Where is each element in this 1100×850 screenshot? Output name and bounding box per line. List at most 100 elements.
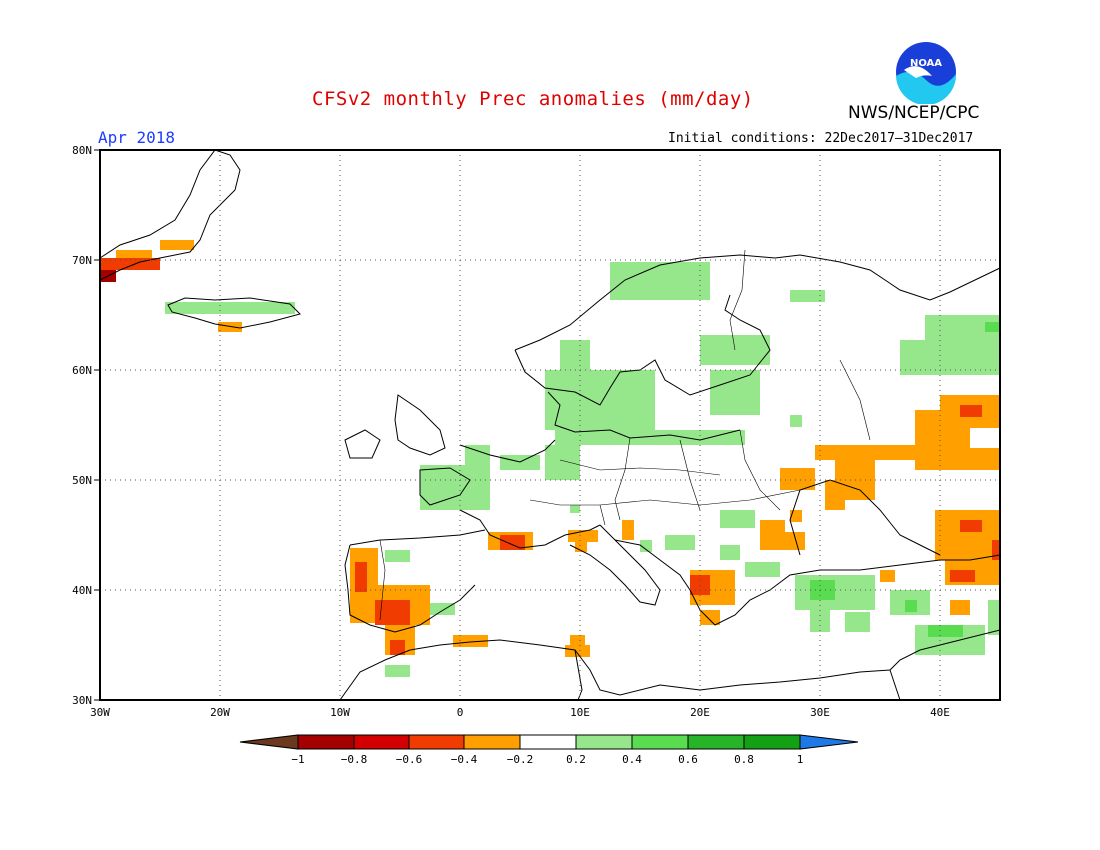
anomaly-cell: [950, 600, 970, 615]
colorbar-swatch: [353, 734, 410, 750]
anomaly-cell: [880, 570, 895, 582]
anomaly-cell: [355, 562, 367, 592]
anomaly-cell: [420, 465, 490, 510]
anomaly-cell: [790, 290, 825, 302]
anomaly-cell: [465, 445, 490, 465]
anomaly-cell: [453, 635, 488, 647]
lat-tick-marks: [94, 149, 100, 701]
lon-tick-label: 10W: [330, 706, 350, 719]
anomaly-cell: [720, 510, 755, 528]
anomaly-cell: [390, 640, 405, 655]
anomaly-cell: [790, 415, 802, 427]
anomaly-cell: [610, 262, 710, 300]
anomaly-cell: [165, 302, 295, 314]
lat-tick-label: 60N: [72, 364, 92, 377]
initial-conditions: Initial conditions: 22Dec2017–31Dec2017: [668, 131, 974, 146]
lon-tick-labels: 30W 20W 10W 0 10E 20E 30E 40E: [90, 706, 950, 719]
colorbar-swatch: [463, 734, 521, 750]
anomaly-cell: [116, 250, 152, 258]
anomaly-cell: [905, 600, 917, 612]
colorbar-swatch: [408, 734, 465, 750]
colorbar-label: 0.2: [566, 753, 586, 766]
lon-tick-label: 20E: [690, 706, 710, 719]
lat-tick-label: 50N: [72, 474, 92, 487]
colorbar-label: 1: [797, 753, 804, 766]
colorbar-swatch: [687, 734, 745, 750]
colorbar: −1 −0.8 −0.6 −0.4 −0.2 0.2 0.4 0.6 0.8 1: [239, 734, 859, 766]
graticule: [100, 150, 1000, 700]
anomaly-cell: [218, 322, 242, 332]
anomaly-cell: [790, 510, 802, 522]
logo-text: NOAA: [910, 58, 942, 69]
lon-tick-label: 20W: [210, 706, 230, 719]
anomaly-field: [100, 240, 1000, 677]
colorbar-label: −0.2: [507, 753, 534, 766]
colorbar-label: −0.6: [396, 753, 423, 766]
coastlines: [99, 149, 1001, 701]
anomaly-cell: [700, 610, 720, 625]
lon-tick-label: 0: [457, 706, 464, 719]
anomaly-cell: [935, 510, 1000, 560]
colorbar-swatch: [743, 734, 801, 750]
anomaly-cell: [555, 430, 745, 445]
colorbar-swatch: [575, 734, 633, 750]
colorbar-label: −1: [291, 753, 304, 766]
anomaly-cell: [950, 570, 975, 582]
anomaly-cell: [570, 505, 580, 513]
lat-tick-label: 80N: [72, 144, 92, 157]
colorbar-label: 0.8: [734, 753, 754, 766]
anomaly-cell: [640, 540, 652, 552]
forecast-month: Apr 2018: [98, 128, 176, 147]
anomaly-cell: [960, 405, 982, 417]
colorbar-label: −0.8: [341, 753, 368, 766]
anomaly-cell: [900, 340, 930, 375]
anomaly-cell: [575, 542, 587, 552]
anomaly-cell: [825, 480, 845, 510]
colorbar-label: 0.6: [678, 753, 698, 766]
lon-tick-label: 10E: [570, 706, 590, 719]
colorbar-arrow-high: [799, 734, 859, 750]
colorbar-label: 0.4: [622, 753, 642, 766]
anomaly-cell: [985, 322, 1000, 332]
agency-label: NWS/NCEP/CPC: [848, 103, 980, 123]
lat-tick-label: 70N: [72, 254, 92, 267]
anomaly-cell: [665, 535, 695, 550]
anomaly-cell: [970, 428, 1000, 448]
lat-tick-labels: 80N 70N 60N 50N 40N 30N: [72, 144, 92, 707]
anomaly-cell: [845, 612, 870, 632]
map-title: CFSv2 monthly Prec anomalies (mm/day): [312, 88, 754, 110]
anomaly-cell: [760, 532, 805, 550]
colorbar-arrow-low: [239, 734, 299, 750]
anomaly-cell: [992, 540, 1000, 565]
anomaly-cell: [570, 635, 585, 647]
anomaly-cell: [385, 550, 410, 562]
colorbar-swatch: [519, 734, 577, 750]
colorbar-label: −0.4: [451, 753, 478, 766]
lat-tick-label: 30N: [72, 694, 92, 707]
anomaly-cell: [385, 665, 410, 677]
lat-tick-label: 40N: [72, 584, 92, 597]
anomaly-cell: [160, 240, 194, 250]
anomaly-cell: [760, 520, 785, 535]
anomaly-cell: [622, 520, 634, 540]
anomaly-cell: [745, 562, 780, 577]
colorbar-swatch: [297, 734, 355, 750]
lon-tick-label: 30E: [810, 706, 830, 719]
noaa-logo-icon: NOAA: [896, 42, 957, 104]
anomaly-cell: [928, 625, 963, 637]
anomaly-cell: [545, 445, 580, 480]
anomaly-cell: [720, 545, 740, 560]
anomaly-cell: [430, 603, 455, 615]
anomaly-cell: [960, 520, 982, 532]
anomaly-cell: [988, 600, 1000, 635]
lon-tick-label: 40E: [930, 706, 950, 719]
anomaly-cell: [375, 600, 410, 625]
anomaly-cell: [565, 645, 590, 657]
colorbar-swatch: [631, 734, 689, 750]
anomaly-cell: [780, 468, 815, 490]
anomaly-cell: [710, 370, 760, 415]
anomaly-cell: [500, 535, 525, 550]
anomaly-cell: [545, 370, 655, 430]
anomaly-cell: [810, 580, 835, 600]
